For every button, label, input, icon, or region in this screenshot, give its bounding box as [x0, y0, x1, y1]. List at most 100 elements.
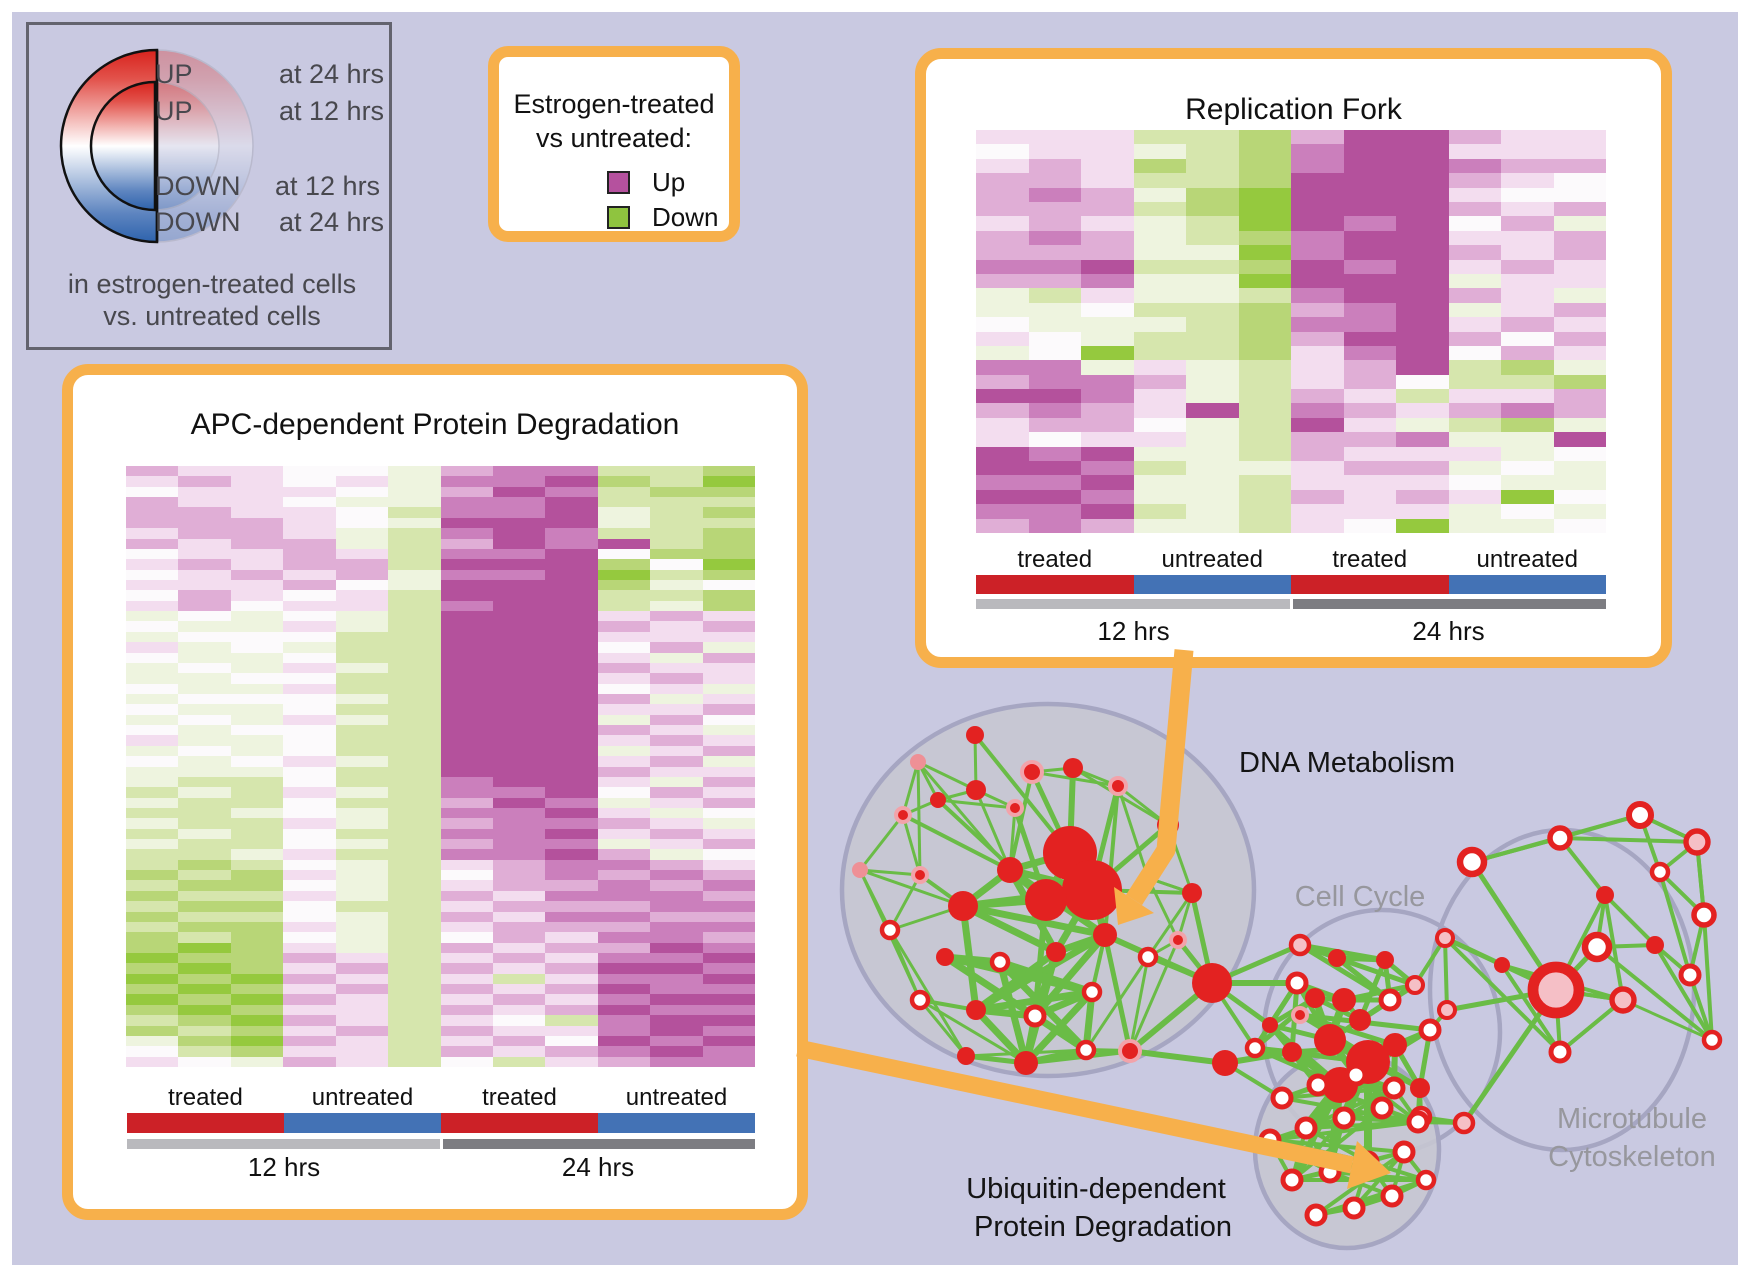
heatmap-cell — [283, 911, 336, 922]
heatmap-cell — [597, 497, 651, 508]
heatmap-cell — [650, 1035, 703, 1047]
heatmap-cell — [1186, 504, 1239, 519]
heatmap-cell — [335, 818, 389, 829]
heatmap-cell — [335, 1056, 389, 1067]
heatmap-cell — [283, 973, 336, 985]
heatmap-cell — [1396, 374, 1449, 390]
heatmap-cell — [597, 932, 651, 943]
heatmap-cell — [230, 828, 284, 840]
heatmap-cell — [1238, 317, 1291, 332]
heatmap-cell — [178, 776, 231, 788]
heatmap-cell — [335, 890, 389, 902]
timebar-12hrs — [127, 1139, 440, 1149]
heatmap-cell — [1291, 302, 1344, 318]
heatmap-cell — [545, 579, 598, 591]
heatmap-cell — [388, 704, 441, 715]
heatmap-cell — [388, 911, 441, 922]
heatmap-cell — [650, 828, 703, 840]
heatmap-cell — [1238, 475, 1291, 490]
heatmap-cell — [702, 725, 755, 736]
heatmap-cell — [283, 953, 336, 964]
heatmap-cell — [126, 745, 179, 757]
heatmap-cell — [126, 1025, 179, 1036]
heatmap-cell — [1501, 230, 1554, 246]
heatmap-cell — [1028, 216, 1081, 231]
heatmap-cell — [1343, 245, 1396, 260]
heatmap-cell — [335, 714, 389, 726]
heatmap-cell — [597, 631, 651, 643]
heatmap-cell — [1081, 158, 1134, 174]
heatmap-cell — [492, 984, 546, 995]
heatmap-cell — [1291, 446, 1344, 462]
heatmap-cell — [650, 590, 703, 601]
heatmap-cell — [230, 963, 284, 974]
heatmap-cell — [650, 859, 703, 871]
heatmap-cell — [1448, 144, 1501, 159]
heatmap-cell — [1553, 187, 1606, 202]
heatmap-cell — [230, 921, 284, 933]
heatmap-cell — [230, 1056, 284, 1067]
heatmap-cell — [1133, 245, 1186, 260]
heatmap-cell — [976, 403, 1029, 418]
heatmap-cell — [335, 693, 389, 705]
legend-caption-1: in estrogen-treated cells — [67, 269, 357, 299]
heatmap-cell — [1448, 331, 1501, 346]
heatmap-cell — [492, 890, 546, 902]
heatmap-cell — [1028, 288, 1081, 303]
heatmap-cell — [1081, 144, 1134, 159]
heatmap-cell — [388, 662, 441, 674]
heatmap-cell — [126, 942, 179, 954]
heatmap-cell — [440, 1035, 493, 1047]
heatmap-cell — [283, 642, 336, 653]
heatmap-cell — [702, 766, 755, 777]
heatmap-cell — [1081, 201, 1134, 217]
heatmap-cell — [492, 548, 546, 560]
heatmap-cell — [1238, 360, 1291, 375]
heatmap-cell — [597, 963, 651, 974]
heatmap-cell — [126, 994, 179, 1005]
heatmap-cell — [335, 497, 389, 508]
heatmap-cell — [1501, 475, 1554, 490]
heatmap-cell — [178, 880, 231, 891]
heatmap-cell — [1553, 288, 1606, 303]
heatmap-cell — [283, 776, 336, 788]
heatmap-cell — [1448, 130, 1501, 145]
heatmap-cell — [976, 187, 1029, 202]
heatmap-cell — [1448, 158, 1501, 174]
heatmap-cell — [126, 548, 179, 560]
treated-bar — [127, 1113, 284, 1133]
heatmap-cell — [230, 1004, 284, 1016]
heatmap-cell — [178, 973, 231, 985]
heatmap-cell — [1343, 259, 1396, 274]
heatmap-cell — [702, 745, 755, 757]
heatmap-cell — [178, 756, 231, 767]
heatmap-cell — [1238, 158, 1291, 174]
heatmap-cell — [178, 921, 231, 933]
heatmap-cell — [126, 953, 179, 964]
heatmap-cell — [1133, 158, 1186, 174]
heatmap-cell — [1501, 489, 1554, 505]
heatmap-cell — [702, 704, 755, 715]
heatmap-cell — [702, 528, 755, 539]
heatmap-cell — [230, 984, 284, 995]
heatmap-cell — [650, 807, 703, 819]
heatmap-cell — [492, 963, 546, 974]
heatmap-cell — [597, 1015, 651, 1026]
heatmap-cell — [1238, 345, 1291, 361]
heatmap-cell — [388, 953, 441, 964]
heatmap-cell — [335, 911, 389, 922]
heatmap-cell — [335, 776, 389, 788]
heatmap-cell — [1448, 432, 1501, 447]
heatmap-cell — [388, 870, 441, 881]
heatmap-cell — [1133, 230, 1186, 246]
heatmap-cell — [388, 621, 441, 632]
heatmap-cell — [283, 1046, 336, 1057]
heatmap-cell — [702, 880, 755, 891]
heatmap-cell — [230, 766, 284, 777]
heatmap-cell — [702, 735, 755, 746]
heatmap-cell — [492, 870, 546, 881]
legend-up-24: UP — [155, 59, 193, 89]
heatmap-cell — [230, 807, 284, 819]
heatmap-cell — [1501, 446, 1554, 462]
heatmap-cell — [492, 901, 546, 912]
